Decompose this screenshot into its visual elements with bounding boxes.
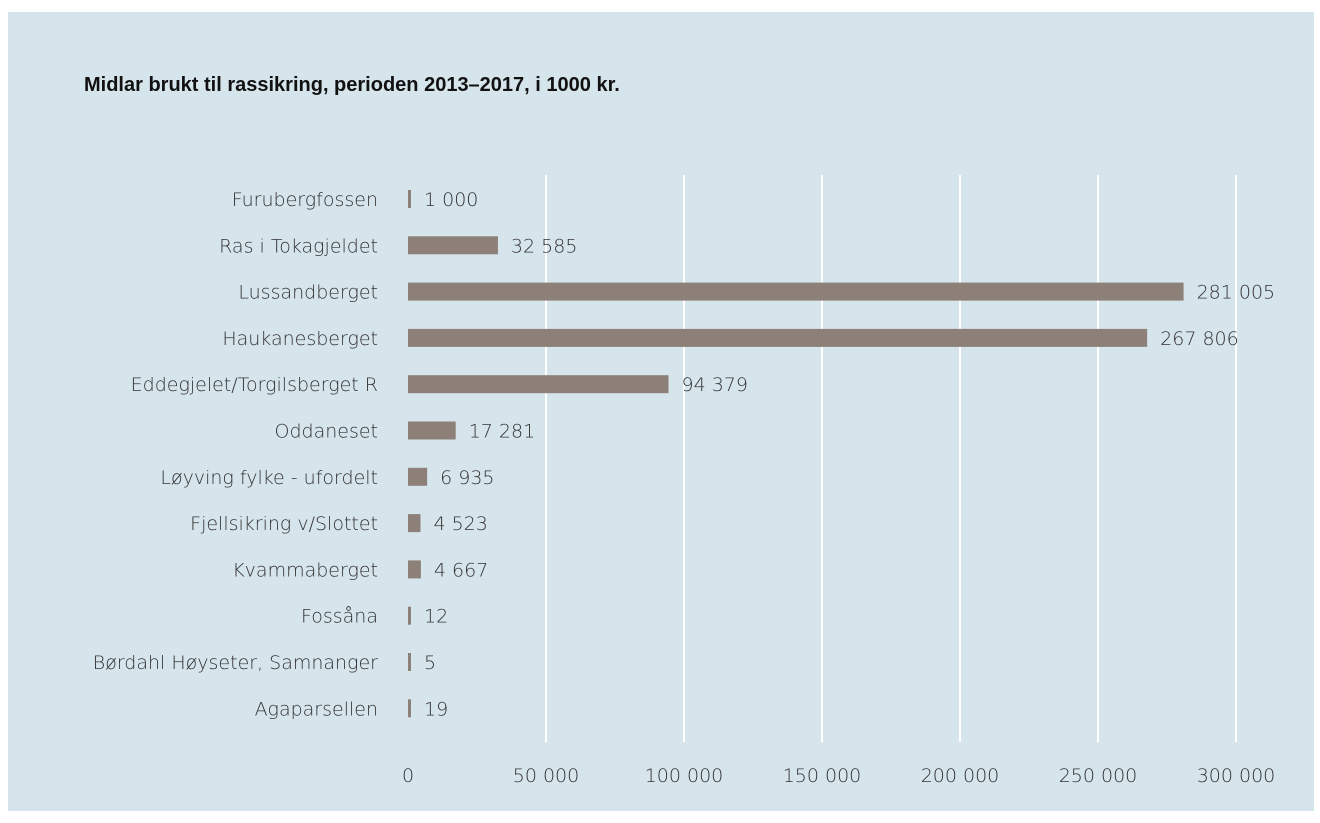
bar — [408, 467, 428, 486]
bar — [408, 236, 498, 255]
category-label: Furubergfossen — [232, 189, 378, 211]
bar — [408, 606, 411, 625]
bar — [408, 699, 411, 718]
x-tick-label: 50 000 — [513, 765, 579, 787]
data-label: 4 523 — [433, 513, 487, 535]
bar — [408, 190, 411, 208]
category-label: Kvammaberget — [232, 559, 378, 581]
category-label: Eddegjelet/Torgilsberget R — [131, 374, 378, 396]
data-label: 94 379 — [681, 374, 747, 396]
category-label: Fjellsikring v/Slottet — [190, 513, 378, 535]
bars — [408, 190, 1184, 718]
data-label: 5 — [424, 652, 436, 674]
bar — [408, 282, 1184, 301]
category-label: Haukanesberget — [222, 328, 378, 350]
x-axis-tick-labels: 0 50 000 100 000 150 000 200 000 250 000 300 0… — [402, 765, 1275, 787]
data-label: 4 667 — [434, 559, 488, 581]
bar — [408, 421, 456, 440]
bar — [408, 560, 421, 579]
data-labels: 1 000 32 585 281 005 267 806 94 379 17 281 6 9… — [424, 189, 1275, 720]
category-labels: Furubergfossen Ras i Tokagjeldet Lussandbe… — [93, 189, 378, 720]
gridlines — [545, 175, 1237, 742]
data-label: 1 000 — [424, 189, 478, 211]
bar — [408, 375, 669, 394]
data-label: 19 — [424, 698, 448, 720]
category-label: Oddaneset — [275, 421, 379, 443]
chart-title: Midlar brukt til rassikring, perioden 20… — [84, 74, 620, 96]
x-tick-label: 200 000 — [921, 765, 1000, 787]
category-label: Agaparsellen — [255, 698, 378, 720]
x-tick-label: 250 000 — [1059, 765, 1138, 787]
x-tick-label: 300 000 — [1197, 765, 1276, 787]
x-tick-label: 100 000 — [645, 765, 724, 787]
bar — [408, 653, 411, 671]
data-label: 17 281 — [469, 421, 535, 443]
category-label: Løyving fylke - ufordelt — [160, 467, 378, 489]
bar — [408, 328, 1148, 347]
category-label: Fossåna — [301, 606, 378, 628]
data-label: 32 585 — [511, 235, 577, 257]
category-label: Børdahl Høyseter, Samnanger — [93, 652, 378, 674]
data-label: 281 005 — [1197, 282, 1276, 304]
x-tick-label: 150 000 — [783, 765, 862, 787]
chart-panel — [8, 12, 1314, 811]
data-label: 6 935 — [440, 467, 494, 489]
bar — [408, 514, 421, 533]
data-label: 12 — [424, 606, 448, 628]
data-label: 267 806 — [1160, 328, 1239, 350]
x-tick-label: 0 — [402, 765, 414, 787]
category-label: Lussandberget — [238, 282, 378, 304]
category-label: Ras i Tokagjeldet — [219, 235, 378, 257]
